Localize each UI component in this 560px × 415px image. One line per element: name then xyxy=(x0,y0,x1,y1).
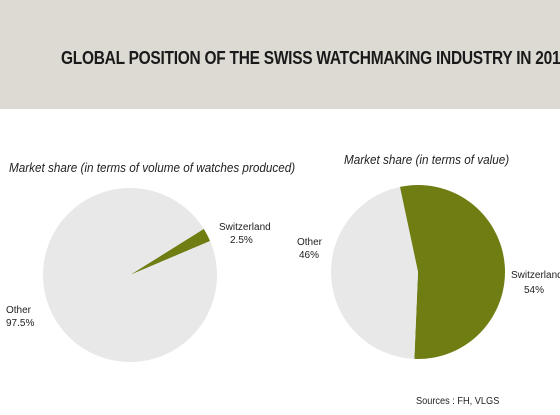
volume-switzerland-value: 2.5% xyxy=(230,235,253,246)
value-other-name: Other xyxy=(297,237,323,248)
volume-other-value: 97.5% xyxy=(6,318,34,329)
value-chart-subtitle: Market share (in terms of value) xyxy=(344,152,510,167)
sources-note: Sources : FH, VLGS xyxy=(416,396,500,407)
volume-other-name: Other xyxy=(6,305,32,316)
value-switzerland-value: 54% xyxy=(524,285,544,296)
value-slice-switzerland xyxy=(399,184,506,359)
volume-chart-subtitle: Market share (in terms of volume of watc… xyxy=(9,160,296,175)
volume-switzerland-name: Switzerland xyxy=(219,222,271,233)
title-banner: GLOBAL POSITION OF THE SWISS WATCHMAKING… xyxy=(0,0,560,109)
volume-slice-switzerland xyxy=(130,228,211,275)
value-switzerland-name: Switzerland xyxy=(511,270,560,281)
value-other-value: 46% xyxy=(299,250,319,261)
volume-pie-chart xyxy=(43,188,218,363)
value-slice-other xyxy=(331,186,418,359)
page-title: GLOBAL POSITION OF THE SWISS WATCHMAKING… xyxy=(61,48,560,68)
volume-slice-other xyxy=(43,188,218,363)
value-pie-chart xyxy=(331,184,506,359)
